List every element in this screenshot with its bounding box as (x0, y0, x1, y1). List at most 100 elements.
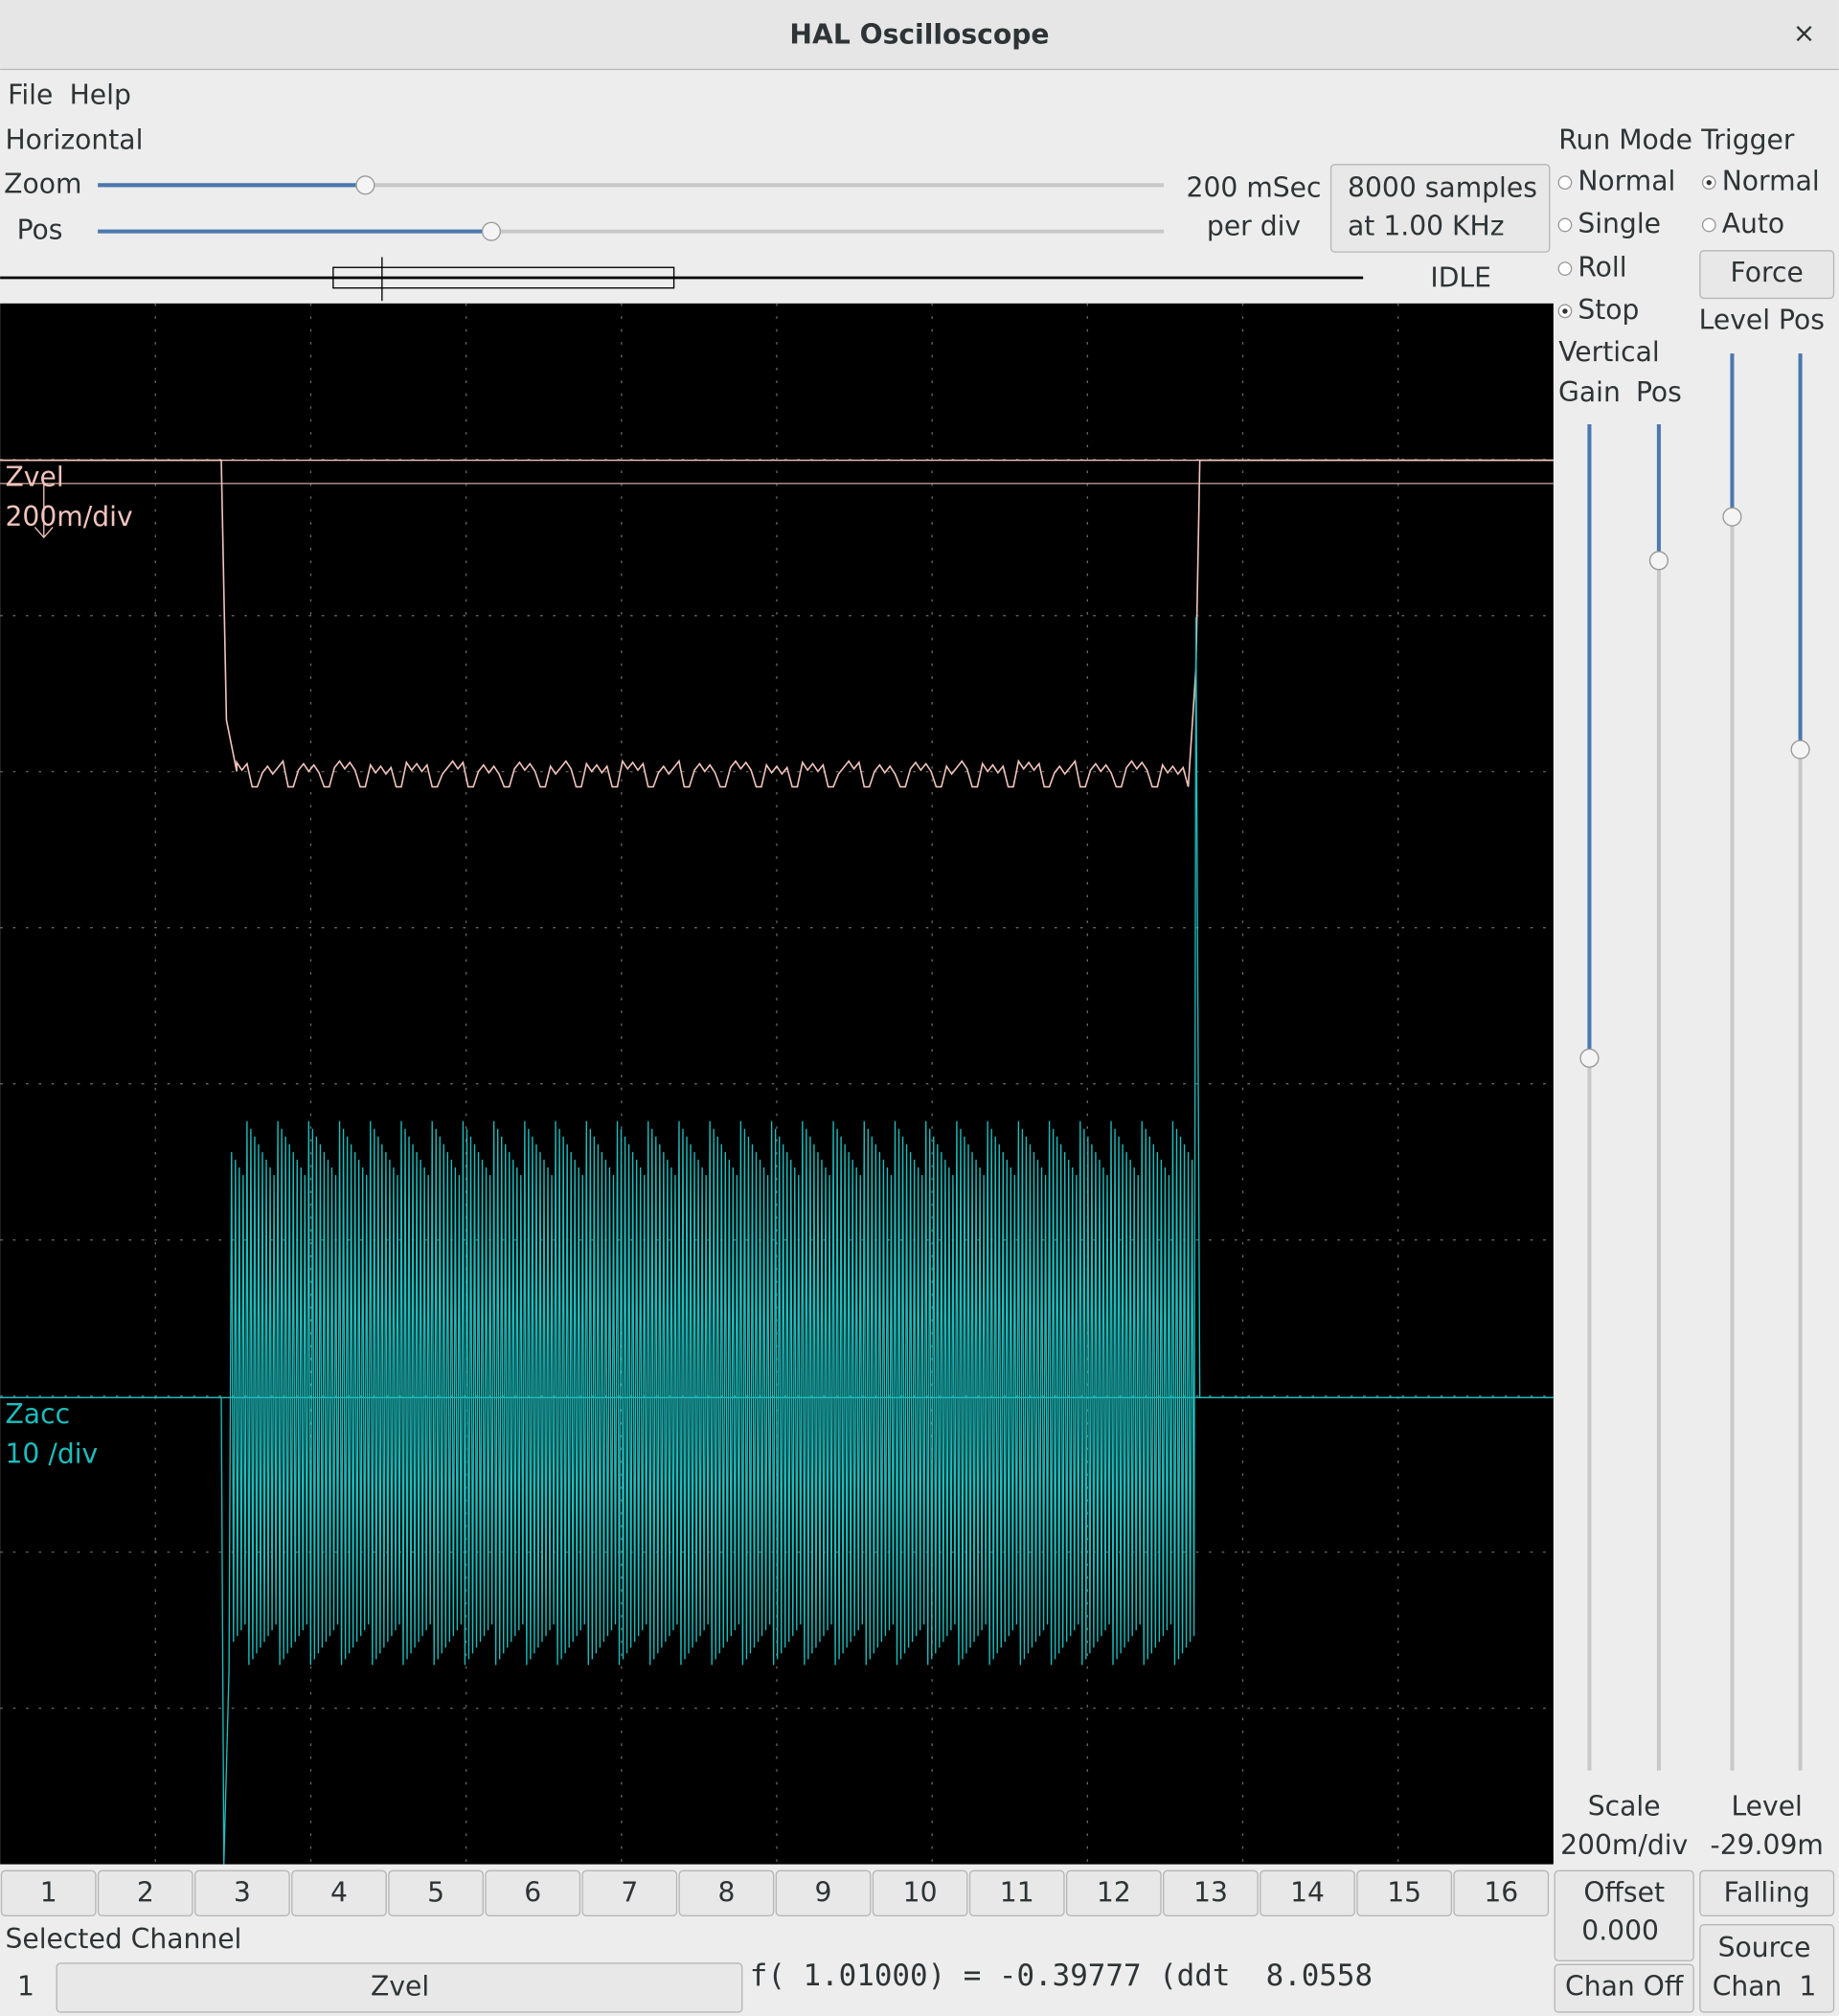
view-window (332, 266, 675, 289)
channel-button[interactable] (388, 1869, 484, 1916)
channel-label: 3 (234, 1876, 251, 1908)
edge-text: Falling (1724, 1876, 1810, 1908)
channel-button[interactable] (678, 1869, 775, 1916)
gain-slider-knob[interactable] (1579, 1048, 1600, 1068)
source-value: Chan 1 (1713, 1970, 1817, 2002)
selected-name: Zvel (371, 1970, 429, 2002)
radio[interactable] (1557, 261, 1573, 276)
chan-off-text: Chan Off (1565, 1970, 1684, 2002)
pos-slider-knob[interactable] (481, 221, 502, 241)
channel-label: 16 (1484, 1876, 1518, 1908)
channel-label: 15 (1387, 1876, 1421, 1908)
pos-label: Pos (17, 215, 63, 246)
radio-dot (1706, 179, 1712, 186)
channel-label: 4 (330, 1876, 348, 1908)
channel-button[interactable] (1163, 1869, 1259, 1916)
chan-off-button[interactable] (1554, 1963, 1694, 2013)
zacc-trace (0, 617, 1554, 1865)
channel-label: 2 (137, 1876, 154, 1908)
channel-name-button[interactable] (56, 1962, 743, 2013)
source-button[interactable] (1699, 1924, 1835, 2013)
channel-button[interactable] (775, 1869, 872, 1916)
level-pos-label: Level Pos (1699, 305, 1825, 336)
offset-button[interactable] (1554, 1869, 1694, 1961)
scale-label: Scale (1588, 1791, 1661, 1823)
readout: f( 1.01000) = -0.39777 (ddt 8.0558 (750, 1959, 1373, 1993)
channel-label: 14 (1290, 1876, 1325, 1908)
edge-button[interactable] (1699, 1869, 1835, 1916)
channel-label: 11 (1000, 1876, 1034, 1908)
selected-number: 1 (17, 1970, 34, 2002)
menu-file[interactable]: File (8, 79, 53, 111)
channel-label: 13 (1193, 1876, 1228, 1908)
run-mode-option: Single (1578, 208, 1661, 239)
zvel-trace (0, 459, 1554, 788)
trigger-option: Normal (1722, 166, 1820, 197)
channel-label: 1 (40, 1876, 57, 1908)
run-mode-option: Normal (1578, 166, 1675, 197)
trace-name: Zvel (6, 461, 64, 492)
trace-name: Zacc (6, 1398, 71, 1430)
trigger-label: Trigger (1700, 125, 1795, 156)
channel-label: 7 (621, 1876, 638, 1908)
trace-scale: 10 /div (6, 1438, 99, 1470)
channel-button[interactable] (1453, 1869, 1550, 1916)
vpos-label: Pos (1636, 376, 1682, 408)
gain-label: Gain (1558, 376, 1621, 408)
level-slider-knob[interactable] (1722, 507, 1742, 527)
channel-label: 10 (903, 1876, 938, 1908)
channel-label: 6 (524, 1876, 541, 1908)
source-label: Source (1718, 1932, 1811, 1963)
force-button[interactable] (1699, 250, 1835, 300)
run-mode-label: Run Mode (1558, 125, 1692, 156)
force-text: Force (1731, 257, 1804, 288)
channel-button[interactable] (0, 1869, 97, 1916)
run-mode-option: Stop (1578, 294, 1639, 326)
channel-label: 5 (427, 1876, 444, 1908)
channel-label: 12 (1097, 1876, 1131, 1908)
zvel-marker (34, 483, 54, 539)
vpos-slider-knob[interactable] (1648, 551, 1669, 571)
run-mode-option: Roll (1578, 252, 1626, 283)
horizontal-label: Horizontal (6, 125, 144, 156)
level-label: Level (1731, 1791, 1802, 1823)
rate-text: at 1.00 KHz (1348, 211, 1504, 242)
level-value: -29.09m (1711, 1829, 1824, 1861)
channel-button[interactable] (194, 1869, 290, 1916)
channel-button[interactable] (1065, 1869, 1162, 1916)
vertical-label: Vertical (1558, 336, 1660, 368)
time-scale: 200 mSec (1187, 171, 1322, 203)
samples-button[interactable] (1329, 164, 1551, 253)
close-button[interactable]: × (1793, 17, 1816, 49)
selected-label: Selected Channel (6, 1923, 242, 1955)
radio-dot (1562, 308, 1568, 314)
radio[interactable] (1557, 175, 1573, 191)
trace-scale: 200m/div (6, 501, 133, 532)
samples-text: 8000 samples (1348, 171, 1537, 203)
trigger-option: Auto (1722, 208, 1784, 239)
channel-button[interactable] (485, 1869, 581, 1916)
trigpos-slider-knob[interactable] (1790, 739, 1810, 759)
zoom-slider-knob[interactable] (355, 175, 375, 195)
channel-button[interactable] (581, 1869, 678, 1916)
scale-value: 200m/div (1560, 1829, 1688, 1861)
menu-help[interactable]: Help (70, 79, 131, 111)
channel-label: 9 (815, 1876, 832, 1908)
channel-button[interactable] (1260, 1869, 1355, 1916)
offset-value: 0.000 (1581, 1915, 1659, 1947)
channel-button[interactable] (968, 1869, 1065, 1916)
channel-button[interactable] (291, 1869, 387, 1916)
channel-button[interactable] (97, 1869, 193, 1916)
window-title: HAL Oscilloscope (789, 19, 1049, 51)
channel-button[interactable] (872, 1869, 968, 1916)
zoom-label: Zoom (4, 168, 81, 199)
title-bar (0, 0, 1839, 70)
radio[interactable] (1701, 217, 1716, 233)
channel-button[interactable] (1356, 1869, 1453, 1916)
status: IDLE (1430, 261, 1491, 293)
channel-label: 8 (717, 1876, 735, 1908)
offset-label: Offset (1583, 1876, 1665, 1908)
radio[interactable] (1557, 217, 1573, 233)
